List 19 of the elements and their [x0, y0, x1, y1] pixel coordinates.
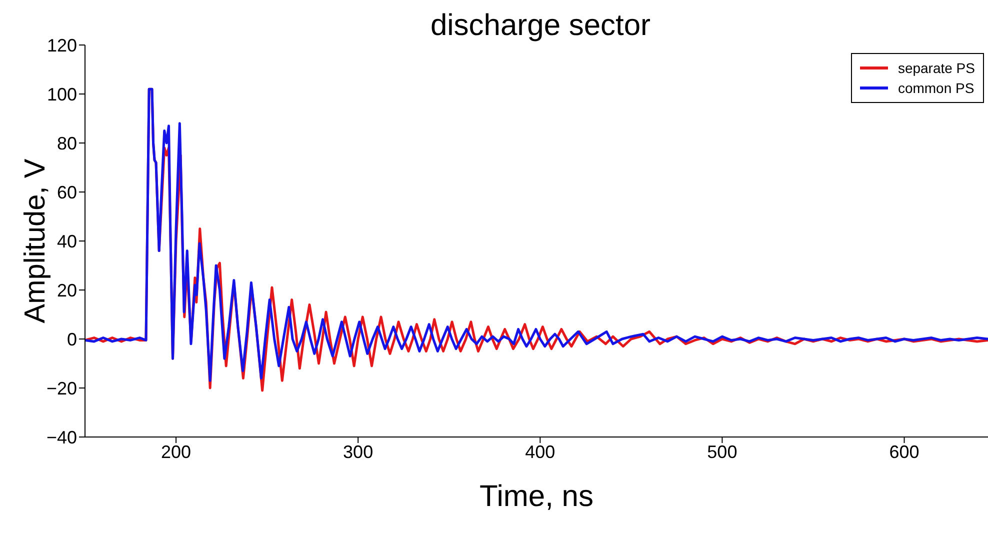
y-tick-label: −40	[46, 427, 77, 448]
x-axis-title: Time, ns	[480, 480, 594, 513]
chart-title: discharge sector	[429, 8, 652, 44]
y-tick-label: 0	[66, 329, 77, 350]
y-tick-label: 60	[56, 182, 77, 202]
x-tick-label: 300	[343, 442, 374, 462]
y-axis-title: Amplitude, V	[19, 158, 52, 324]
y-tick-label: 40	[56, 231, 77, 252]
y-tick-label: 100	[46, 84, 77, 104]
x-tick-label: 400	[525, 442, 556, 462]
y-tick-label: −20	[46, 378, 77, 398]
y-tick-label: 120	[46, 35, 77, 56]
legend-label: common PS	[898, 79, 974, 98]
x-tick-label: 600	[889, 442, 920, 462]
x-tick-label: 200	[161, 442, 192, 462]
y-tick-label: 20	[56, 280, 77, 300]
x-tick-label: 500	[707, 442, 738, 462]
y-tick-label: 80	[56, 133, 77, 154]
legend-label: separate PS	[898, 59, 975, 78]
